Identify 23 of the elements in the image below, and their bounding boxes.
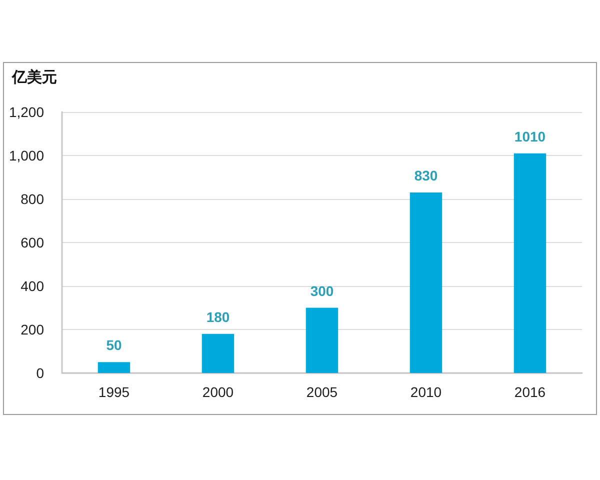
bar: [98, 362, 130, 373]
data-label: 300: [310, 282, 334, 299]
x-tick-label: 2000: [202, 384, 234, 400]
bar: [202, 334, 234, 373]
data-label: 180: [206, 308, 230, 325]
data-label: 1010: [514, 128, 546, 144]
bar: [514, 153, 546, 373]
y-tick-label: 1,000: [8, 148, 44, 164]
data-label: 50: [106, 337, 122, 354]
y-tick-label: 1,200: [8, 104, 44, 120]
y-axis-title: 亿美元: [11, 68, 57, 86]
x-tick-label: 2016: [514, 384, 546, 400]
data-label: 830: [414, 167, 438, 184]
bar: [410, 192, 442, 373]
y-tick-label: 0: [36, 365, 44, 381]
y-tick-label: 200: [20, 322, 44, 338]
y-tick-label: 800: [20, 191, 44, 207]
bar: [306, 308, 338, 373]
x-tick-label: 2005: [306, 384, 338, 400]
x-tick-label: 2010: [410, 384, 442, 400]
x-tick-label: 1995: [98, 384, 130, 400]
y-tick-label: 400: [20, 278, 44, 294]
y-tick-label: 600: [20, 234, 44, 250]
